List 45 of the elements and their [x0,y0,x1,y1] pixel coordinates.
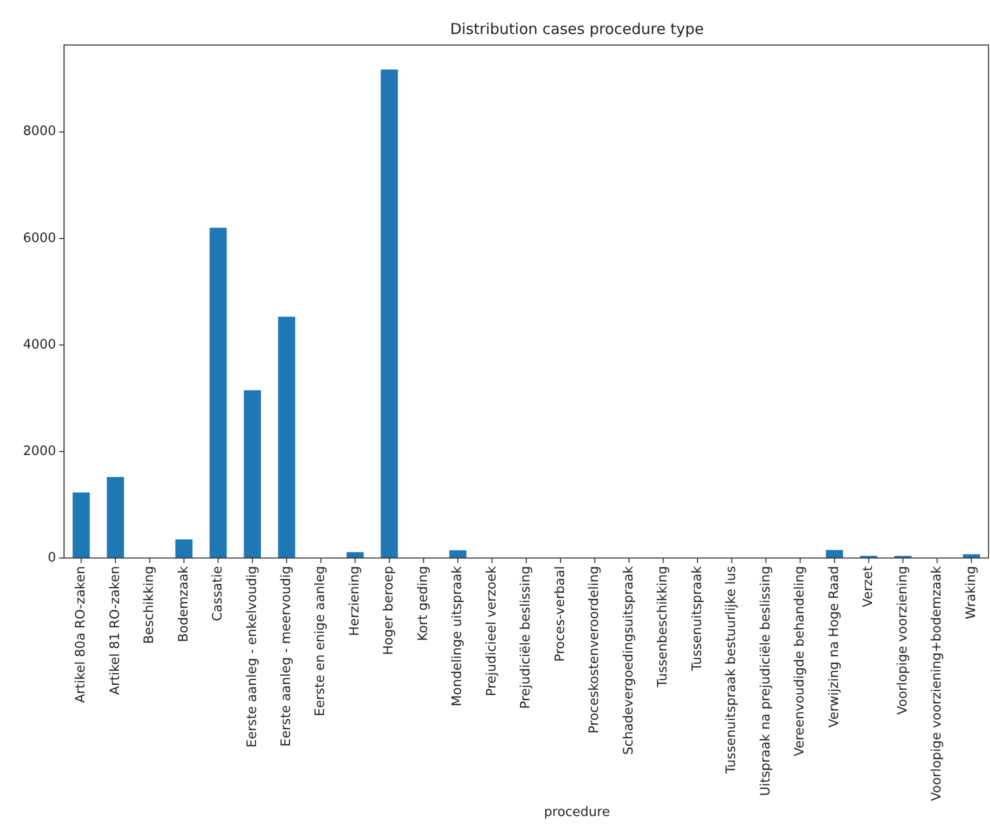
bar [210,228,227,558]
x-tick-label: Prejudiciële beslissing [518,566,534,709]
x-tick-label: Eerste aanleg - meervoudig [279,566,294,747]
bar [826,550,844,558]
bar [962,554,980,558]
x-tick-label: Verwijzing na Hoge Raad [826,566,842,728]
x-tick-label: Wraking [964,566,979,620]
chart-title: Distribution cases procedure type [449,20,705,38]
x-tick-label: Schadevergoedingsuitspraak [621,566,636,755]
x-tick-label: Tussenuitspraak [690,566,705,672]
bar [278,316,296,558]
bar [449,550,466,558]
x-tick-label: Kort geding [416,566,431,642]
x-tick-label: Bodemzaak [176,566,192,642]
bar [106,477,124,558]
bar [380,70,398,558]
x-tick-label: Mondelinge uitspraak [450,566,466,706]
y-tick-label: 6000 [22,230,56,246]
x-axis-title: procedure [543,805,611,820]
x-tick-label: Proces-verbaal [552,566,568,662]
x-tick-label: Artikel 81 RO-zaken [108,566,123,695]
x-tick-label: Artikel 80a RO-zaken [74,566,89,703]
x-tick-label: Eerste aanleg - enkelvoudig [244,566,260,748]
bar [175,539,192,558]
x-tick-label: Beschikking [142,566,158,644]
x-tick-label: Proceskostenveroordeling [587,566,602,734]
y-tick-label: 8000 [22,124,56,140]
x-tick-label: Vereenvoudigde behandeling [792,566,808,756]
x-tick-label: Uitspraak na prejudiciële beslissing [758,566,774,796]
x-tick-label: Hoger beroep [382,566,397,656]
bar [244,390,261,558]
x-tick-label: Herziening [347,566,362,636]
x-tick-label: Verzet [861,566,876,608]
y-tick-label: 0 [48,550,56,566]
x-tick-label: Prejudicieel verzoek [484,566,500,696]
x-tick-label: Cassatie [210,566,226,622]
x-tick-label: Tussenuitspraak bestuurlijke lus [724,566,740,775]
bar [346,552,364,558]
x-tick-label: Voorlopige voorziening [895,566,910,715]
bar [72,492,90,558]
y-tick-label: 4000 [22,337,56,352]
x-tick-label: Tussenbeschikking [656,566,671,688]
y-tick-label: 2000 [22,444,56,459]
x-tick-label: Voorlopige voorziening+bodemzaak [930,566,945,802]
x-tick-label: Eerste en enige aanleg [313,566,328,716]
